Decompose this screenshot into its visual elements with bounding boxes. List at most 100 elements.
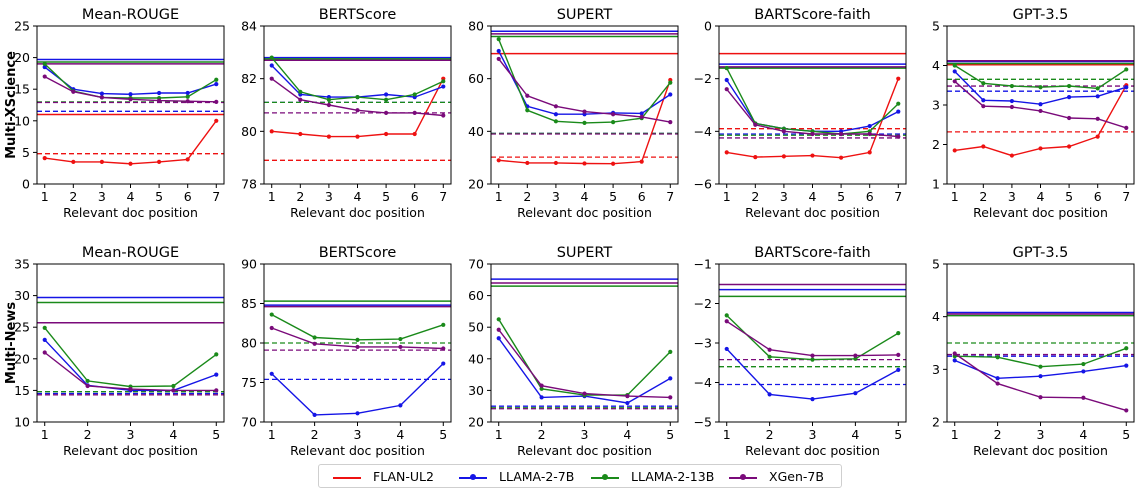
data-point-llama-2-7b <box>383 92 389 97</box>
series-line-llama-2-7b <box>44 339 217 392</box>
y-tick-label: 25 <box>14 320 30 335</box>
data-point-xgen-7b <box>312 341 317 346</box>
data-point-xgen-7b <box>767 347 772 352</box>
data-point-flan-ul2 <box>1009 153 1015 158</box>
panel-title-multi-news-mean-rouge: Mean-ROUGE <box>82 245 179 261</box>
y-tick-label: −3 <box>694 336 712 351</box>
y-tick-label: 90 <box>241 257 257 272</box>
data-point-llama-2-7b <box>668 376 673 381</box>
series-line-llama-2-13b <box>954 347 1127 368</box>
x-tick-label: 1 <box>495 189 503 204</box>
data-point-xgen-7b <box>1124 408 1129 413</box>
x-tick-label: 2 <box>994 427 1002 442</box>
legend-label: LLAMA-2-7B <box>499 469 575 484</box>
y-tick-label: 40 <box>468 351 484 366</box>
plot-frame <box>263 25 452 185</box>
data-point-llama-2-7b <box>1095 94 1100 99</box>
y-tick-label: 20 <box>14 50 30 65</box>
data-point-flan-ul2 <box>71 159 76 164</box>
y-tick-label: −2 <box>694 71 712 86</box>
x-tick-label: 2 <box>538 427 546 442</box>
data-point-llama-2-13b <box>42 325 47 330</box>
data-point-llama-2-7b <box>441 361 446 366</box>
plot-frame <box>36 25 225 185</box>
data-point-llama-2-13b <box>610 120 616 125</box>
data-point-xgen-7b <box>1081 395 1086 400</box>
y-tick-label: 20 <box>14 351 30 366</box>
data-point-flan-ul2 <box>838 155 844 160</box>
y-tick-label: 70 <box>241 415 257 430</box>
data-point-llama-2-13b <box>298 89 303 94</box>
data-point-llama-2-13b <box>326 97 332 102</box>
data-point-llama-2-13b <box>1009 83 1015 89</box>
y-tick-label: 1 <box>932 177 940 192</box>
x-tick-label: 5 <box>1122 427 1130 442</box>
data-point-llama-2-13b <box>312 335 317 340</box>
data-point-xgen-7b <box>326 102 332 108</box>
x-tick-label: 5 <box>382 189 390 204</box>
plot-frame <box>490 25 679 185</box>
data-point-llama-2-13b <box>1081 361 1086 367</box>
x-tick-label: 6 <box>1094 189 1102 204</box>
data-point-xgen-7b <box>214 99 219 104</box>
data-point-xgen-7b <box>724 319 729 324</box>
data-point-flan-ul2 <box>42 155 47 161</box>
data-point-llama-2-7b <box>724 346 729 352</box>
data-point-llama-2-7b <box>441 84 446 89</box>
data-point-llama-2-7b <box>539 395 544 400</box>
y-tick-label: 0 <box>22 177 30 192</box>
data-point-llama-2-7b <box>1081 369 1086 374</box>
x-axis-label: Relevant doc position <box>517 443 652 458</box>
x-tick-label: 7 <box>1122 189 1130 204</box>
x-tick-label: 5 <box>837 189 845 204</box>
data-point-xgen-7b <box>441 113 446 118</box>
data-point-llama-2-13b <box>355 337 360 342</box>
data-point-flan-ul2 <box>383 131 389 137</box>
data-point-llama-2-7b <box>128 92 133 97</box>
series-line-flan-ul2 <box>44 120 217 165</box>
data-point-flan-ul2 <box>724 150 729 155</box>
data-point-llama-2-7b <box>214 82 219 87</box>
data-point-xgen-7b <box>1095 116 1100 121</box>
data-point-llama-2-13b <box>85 378 90 384</box>
data-point-xgen-7b <box>71 89 76 94</box>
data-point-llama-2-13b <box>214 77 219 82</box>
legend-marker-llama-2-13b <box>602 474 608 480</box>
data-point-xgen-7b <box>838 131 844 137</box>
data-point-llama-2-13b <box>496 37 501 42</box>
y-tick-label: 3 <box>932 98 940 113</box>
data-point-llama-2-13b <box>1038 364 1043 369</box>
data-point-flan-ul2 <box>639 159 644 164</box>
x-tick-label: 1 <box>268 189 276 204</box>
x-tick-label: 3 <box>325 189 333 204</box>
data-point-llama-2-7b <box>767 392 772 397</box>
data-point-xgen-7b <box>952 351 957 356</box>
y-tick-label: 15 <box>14 383 30 398</box>
y-tick-label: 80 <box>241 336 257 351</box>
data-point-llama-2-13b <box>582 120 587 126</box>
data-point-flan-ul2 <box>156 159 162 164</box>
y-tick-label: 82 <box>241 71 257 86</box>
data-point-llama-2-13b <box>553 119 559 124</box>
series-line-xgen-7b <box>726 320 899 357</box>
x-axis-label: Relevant doc position <box>63 205 198 220</box>
data-point-llama-2-7b <box>1009 98 1015 104</box>
y-tick-label: 30 <box>14 288 30 303</box>
y-tick-label: 80 <box>468 19 484 34</box>
data-point-xgen-7b <box>496 56 501 62</box>
data-point-flan-ul2 <box>896 76 901 81</box>
plot-frame <box>490 263 679 423</box>
x-axis-label: Relevant doc position <box>290 205 425 220</box>
data-point-flan-ul2 <box>553 160 559 166</box>
data-point-xgen-7b <box>668 120 673 125</box>
panel-title-multi-news-bertscore: BERTScore <box>319 245 397 261</box>
data-point-llama-2-7b <box>42 337 47 342</box>
y-tick-label: 75 <box>241 375 257 390</box>
legend-label: XGen-7B <box>769 469 824 484</box>
data-point-llama-2-7b <box>42 64 47 70</box>
x-tick-label: 4 <box>809 189 817 204</box>
data-point-llama-2-7b <box>214 372 219 377</box>
x-tick-label: 6 <box>638 189 646 204</box>
x-tick-label: 2 <box>979 189 987 204</box>
data-point-xgen-7b <box>781 129 787 134</box>
